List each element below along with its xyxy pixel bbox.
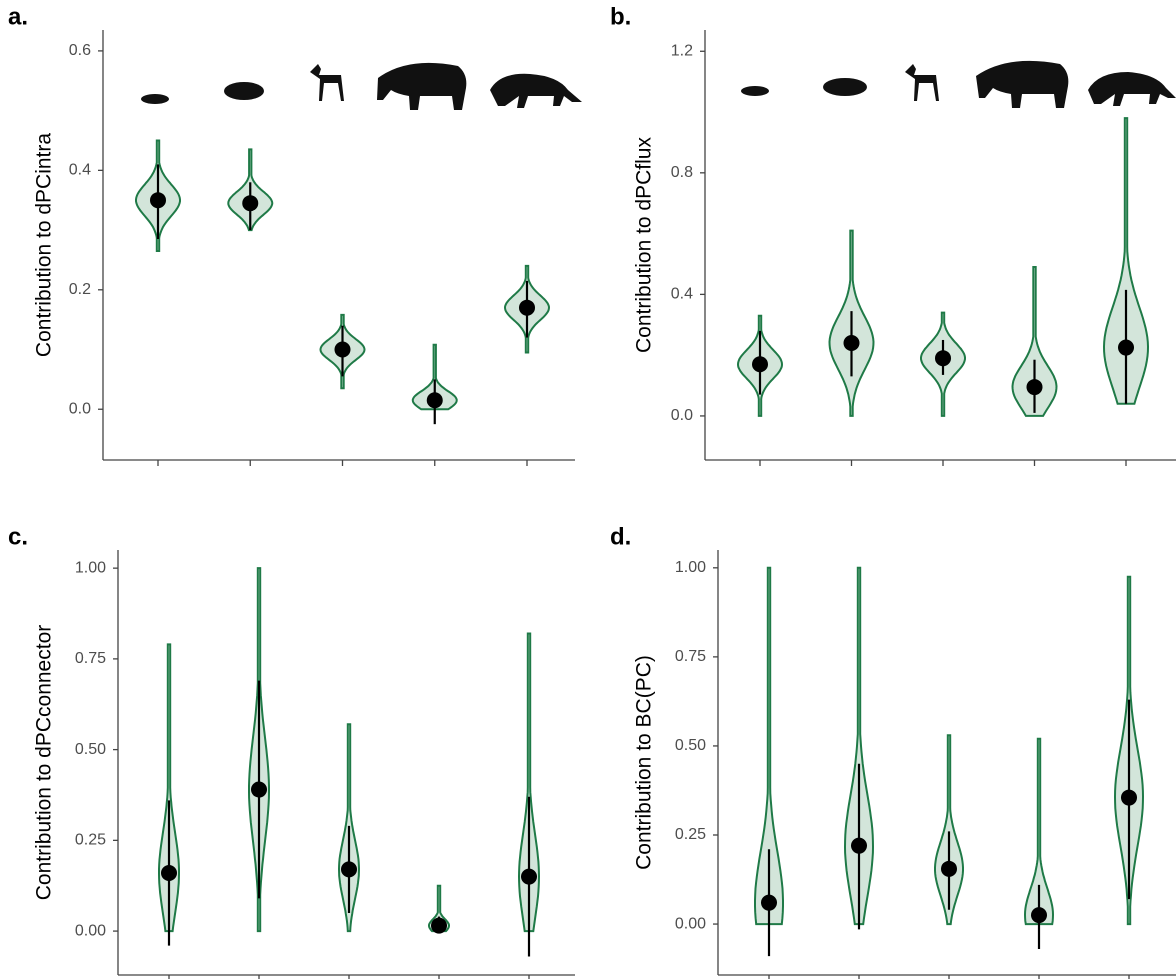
mean-point [941, 860, 957, 877]
silhouette-tapir [976, 60, 1069, 108]
silhouette-deer [905, 64, 939, 101]
mean-point [242, 195, 259, 212]
y-tick-label: 1.00 [75, 559, 106, 576]
violin [754, 566, 784, 926]
violin [411, 343, 458, 411]
panel-label: c. [8, 523, 28, 550]
y-tick-label: 0.4 [69, 162, 91, 179]
y-axis-label: Contribution to dPCconnector [33, 625, 56, 901]
y-tick-label: 0.50 [675, 737, 706, 754]
mean-point [426, 392, 443, 409]
mean-point [752, 356, 768, 373]
mean-point [1031, 907, 1047, 924]
mean-point [1026, 379, 1043, 396]
mean-point [761, 894, 777, 911]
violin [934, 734, 964, 926]
y-tick-label: 0.75 [675, 648, 706, 665]
y-tick-label: 0.2 [69, 281, 91, 298]
y-tick-label: 0.0 [69, 400, 91, 417]
y-tick-label: 0.4 [671, 286, 693, 303]
silhouette-paca [823, 78, 867, 96]
y-axis-label: Contribution to dPCintra [33, 133, 56, 357]
y-tick-label: 0.6 [69, 42, 91, 59]
mean-point [431, 917, 447, 934]
violin [158, 643, 180, 933]
y-axis-label: Contribution to dPCflux [633, 137, 656, 353]
mean-point [519, 299, 535, 316]
mean-point [1118, 339, 1134, 356]
violin [1023, 737, 1055, 926]
violin [1102, 117, 1150, 405]
violin [1011, 266, 1058, 417]
panel-label: b. [610, 3, 631, 30]
silhouette-paca [224, 82, 264, 100]
mean-point [843, 335, 860, 352]
y-tick-label: 0.8 [671, 164, 693, 181]
y-tick-label: 1.2 [671, 42, 693, 59]
panel-label: a. [8, 3, 28, 30]
mean-point [851, 837, 867, 854]
panel-label: d. [610, 523, 631, 550]
mean-point [521, 868, 537, 885]
mean-point [935, 350, 951, 367]
mean-point [334, 341, 351, 358]
silhouette-cat [1088, 72, 1176, 106]
violin [843, 566, 875, 926]
silhouette-deer [310, 64, 344, 101]
y-tick-label: 0.00 [75, 922, 106, 939]
silhouettes [141, 60, 1176, 110]
mean-point [150, 192, 166, 209]
y-tick-label: 0.0 [671, 407, 693, 424]
silhouette-rat [741, 86, 769, 96]
y-tick-label: 0.00 [675, 915, 706, 932]
mean-point [161, 865, 177, 882]
y-tick-label: 1.00 [675, 559, 706, 576]
y-tick-label: 0.75 [75, 650, 106, 667]
y-tick-label: 0.25 [75, 832, 106, 849]
mean-point [1121, 789, 1137, 806]
silhouette-tapir [377, 62, 467, 110]
violin [517, 632, 541, 933]
silhouette-cat [490, 73, 582, 108]
mean-point [341, 861, 357, 878]
y-tick-label: 0.50 [75, 741, 106, 758]
mean-point [251, 781, 267, 798]
silhouette-rat [141, 94, 169, 104]
y-axis-label: Contribution to BC(PC) [633, 655, 656, 870]
y-tick-label: 0.25 [675, 826, 706, 843]
